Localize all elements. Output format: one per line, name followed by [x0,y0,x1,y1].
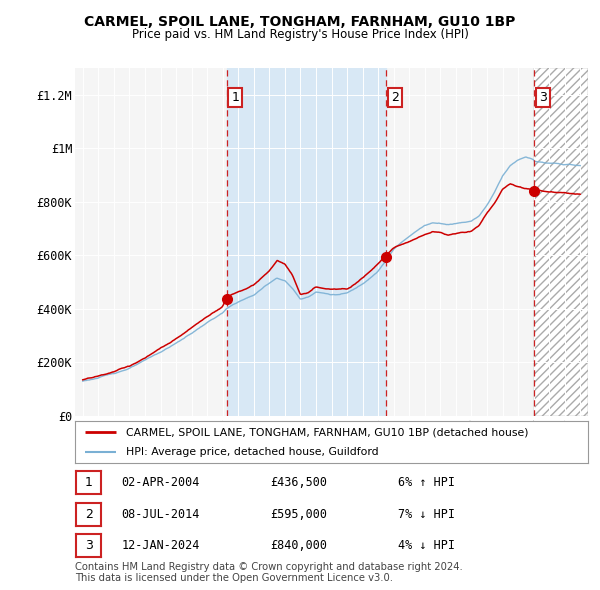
Text: HPI: Average price, detached house, Guildford: HPI: Average price, detached house, Guil… [127,447,379,457]
Text: 2: 2 [391,91,399,104]
Text: 02-APR-2004: 02-APR-2004 [121,476,200,490]
Text: 7% ↓ HPI: 7% ↓ HPI [398,507,455,521]
Text: 1: 1 [231,91,239,104]
Bar [534,68,588,416]
Text: £436,500: £436,500 [270,476,327,490]
Text: 3: 3 [539,91,547,104]
Text: CARMEL, SPOIL LANE, TONGHAM, FARNHAM, GU10 1BP (detached house): CARMEL, SPOIL LANE, TONGHAM, FARNHAM, GU… [127,427,529,437]
Text: 1: 1 [85,476,93,490]
Text: £840,000: £840,000 [270,539,327,552]
Text: 2: 2 [85,507,93,521]
Text: £595,000: £595,000 [270,507,327,521]
Text: CARMEL, SPOIL LANE, TONGHAM, FARNHAM, GU10 1BP: CARMEL, SPOIL LANE, TONGHAM, FARNHAM, GU… [85,15,515,29]
Bar [227,68,386,416]
Text: 08-JUL-2014: 08-JUL-2014 [121,507,200,521]
Text: 6% ↑ HPI: 6% ↑ HPI [398,476,455,490]
Text: 4% ↓ HPI: 4% ↓ HPI [398,539,455,552]
Text: Contains HM Land Registry data © Crown copyright and database right 2024.
This d: Contains HM Land Registry data © Crown c… [75,562,463,584]
Text: Price paid vs. HM Land Registry's House Price Index (HPI): Price paid vs. HM Land Registry's House … [131,28,469,41]
Text: 12-JAN-2024: 12-JAN-2024 [121,539,200,552]
Text: 3: 3 [85,539,93,552]
